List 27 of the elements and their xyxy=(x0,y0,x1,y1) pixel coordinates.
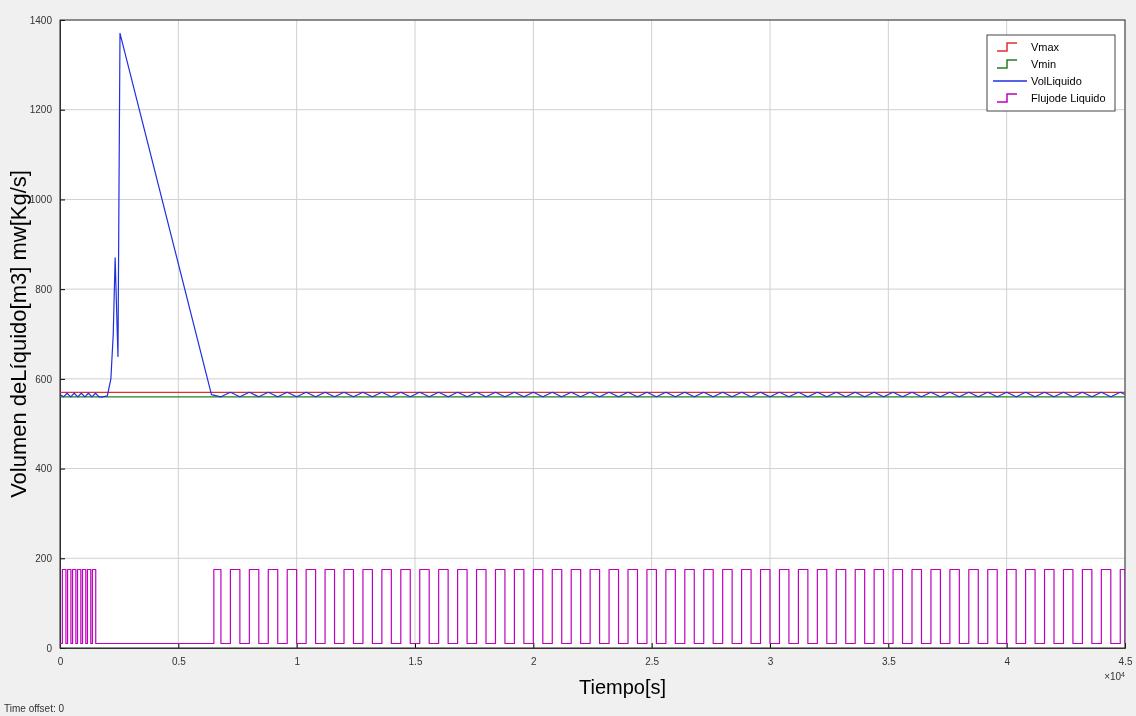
x-tick-label: 1.5 xyxy=(408,656,423,668)
x-tick-label: 4 xyxy=(1004,656,1011,668)
text: ×10$^{4}$ xyxy=(1104,670,1126,682)
y-tick-label: 800 xyxy=(35,283,53,295)
y-tick-label: 1400 xyxy=(29,14,53,26)
legend-label: Vmax xyxy=(1031,41,1060,53)
legend-label: Flujode Liquido xyxy=(1031,92,1106,104)
y-tick-label: 1000 xyxy=(29,194,53,206)
x-tick-label: 0 xyxy=(57,656,64,668)
line-series xyxy=(60,32,1125,398)
y-axis-title: Volumen deLíquido[m3] mw[Kg/s] xyxy=(6,170,31,498)
x-tick-label: 4.5 xyxy=(1118,656,1133,668)
y-tick-label: 200 xyxy=(35,552,53,564)
y-tick-label: 0 xyxy=(46,642,53,654)
x-tick-label: 1 xyxy=(294,656,301,668)
legend-label: VolLiquido xyxy=(1031,75,1082,87)
legend-label: Vmin xyxy=(1031,58,1057,70)
y-tick-label: 1200 xyxy=(29,104,53,116)
x-tick-label: 2.5 xyxy=(645,656,660,668)
y-tick-label: 600 xyxy=(35,373,53,385)
x-tick-label: 0.5 xyxy=(171,656,187,668)
x-tick-label: 2 xyxy=(531,656,538,668)
x-axis-title: Tiempo[s] xyxy=(578,676,667,698)
x-tick-label: 3 xyxy=(767,656,774,668)
y-tick-label: 400 xyxy=(35,463,53,475)
text: Time offset: 0 xyxy=(4,703,65,714)
x-tick-label: 3.5 xyxy=(881,656,897,668)
